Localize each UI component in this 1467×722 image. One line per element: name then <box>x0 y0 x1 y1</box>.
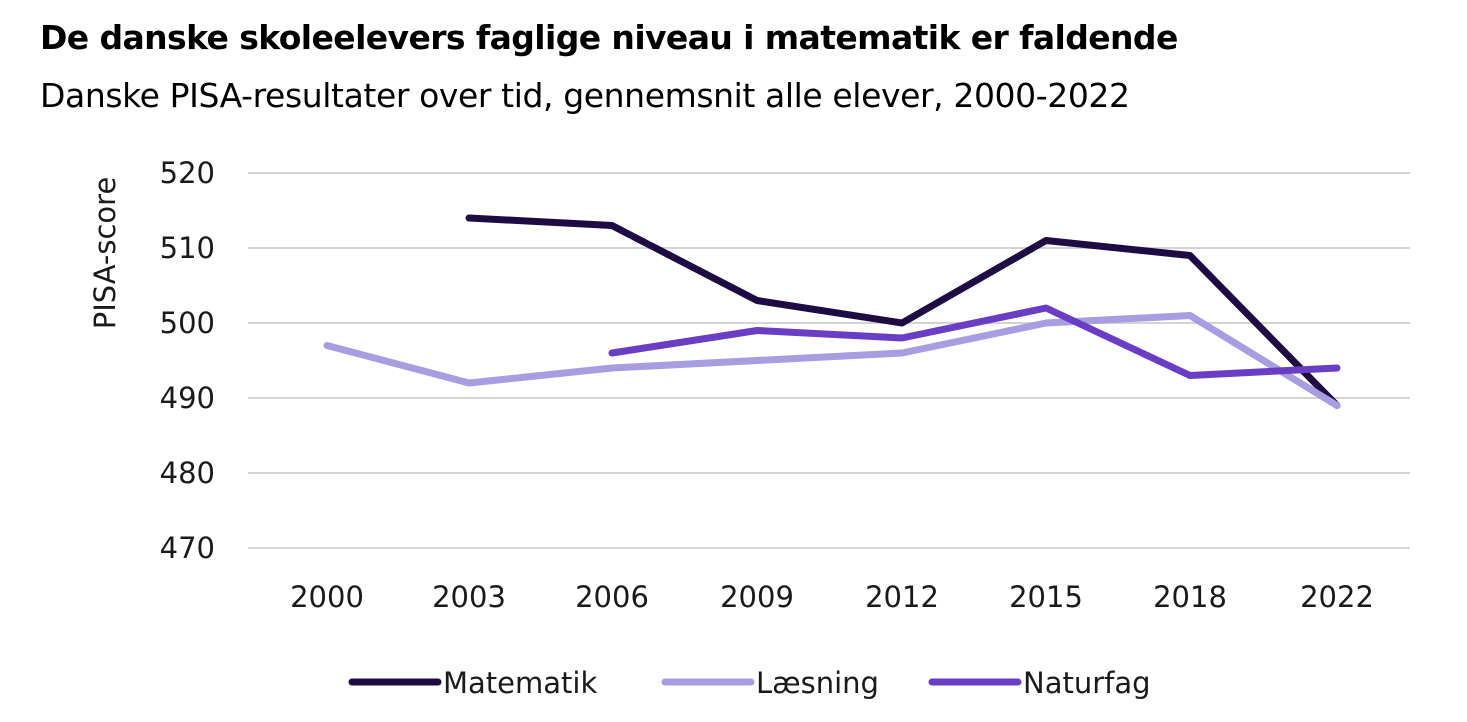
y-axis-label: PISA-score <box>88 177 122 330</box>
legend-item: Matematik <box>348 666 597 700</box>
x-tick-label: 2012 <box>865 580 939 614</box>
legend-label: Læsning <box>756 666 879 700</box>
x-axis-ticks: 2000 2003 2006 2009 2012 2015 2018 2022 <box>290 580 1374 614</box>
x-tick-label: 2022 <box>1300 580 1374 614</box>
chart-subtitle: Danske PISA-resultater over tid, gennems… <box>40 76 1130 115</box>
chart-title: De danske skoleelevers faglige niveau i … <box>40 18 1178 57</box>
y-tick-label: 470 <box>160 531 215 565</box>
legend-item: Naturfag <box>928 666 1151 700</box>
y-tick-label: 510 <box>160 231 215 265</box>
x-tick-label: 2009 <box>720 580 794 614</box>
legend-label: Matematik <box>443 666 597 700</box>
y-tick-label: 520 <box>160 156 215 190</box>
legend-item: Læsning <box>661 666 879 700</box>
x-tick-label: 2000 <box>290 580 364 614</box>
series-line-læsning <box>323 312 1341 409</box>
x-tick-label: 2006 <box>575 580 649 614</box>
series-lines <box>323 214 1341 409</box>
x-tick-label: 2018 <box>1153 580 1227 614</box>
y-tick-label: 480 <box>160 456 215 490</box>
legend-label: Naturfag <box>1023 666 1151 700</box>
series-line-matematik <box>465 214 1341 409</box>
gridlines <box>248 172 1410 549</box>
y-tick-label: 500 <box>160 306 215 340</box>
x-tick-label: 2003 <box>432 580 506 614</box>
series-line-naturfag <box>608 304 1341 379</box>
y-axis-ticks: 520 510 500 490 480 470 <box>160 156 215 565</box>
y-tick-label: 490 <box>160 381 215 415</box>
legend: Matematik Læsning Naturfag <box>348 666 1151 700</box>
x-tick-label: 2015 <box>1009 580 1083 614</box>
